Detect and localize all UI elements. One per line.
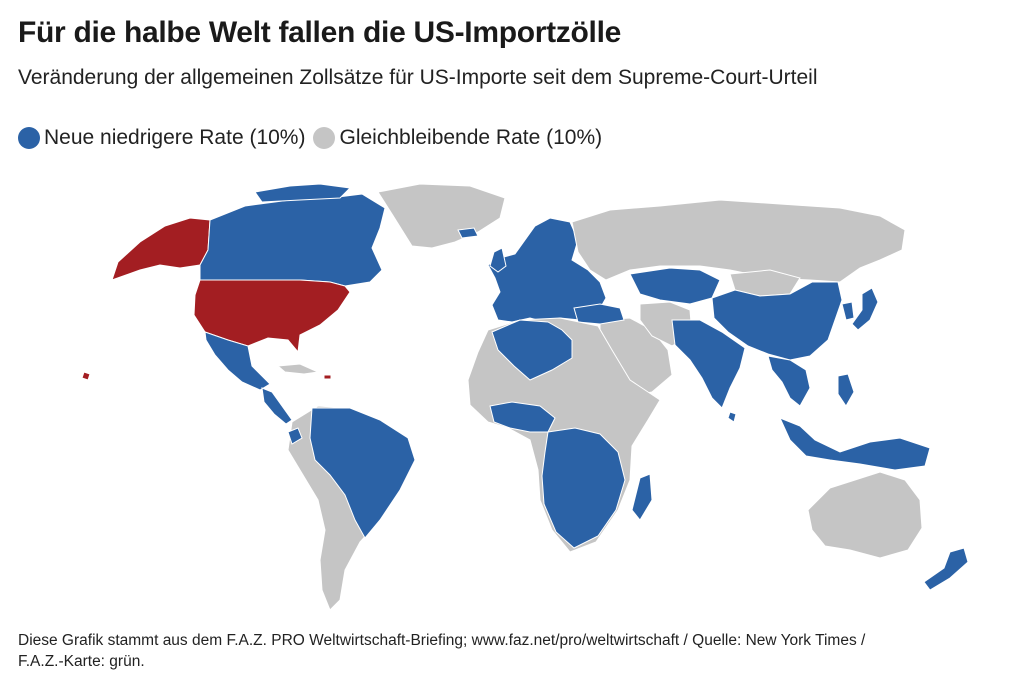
legend-item-lower-rate: Neue niedrigere Rate (10%) xyxy=(18,126,305,150)
region-ecuador xyxy=(287,427,303,445)
region-brazil xyxy=(309,407,416,539)
region-new-zealand xyxy=(923,547,969,591)
region-australia xyxy=(807,471,923,559)
region-greenland xyxy=(377,183,506,249)
legend-label-unchanged-rate: Gleichbleibende Rate (10%) xyxy=(339,126,603,149)
footer-line-1: Diese Grafik stammt aus dem F.A.Z. PRO W… xyxy=(18,632,866,649)
chart-title: Für die halbe Welt fallen die US-Importz… xyxy=(18,16,621,49)
region-north-africa xyxy=(491,319,573,381)
region-caribbean xyxy=(276,363,320,375)
region-indonesia xyxy=(779,417,931,471)
region-southern-africa xyxy=(541,427,626,549)
region-central-asia xyxy=(629,267,721,305)
region-madagascar xyxy=(631,473,653,521)
region-southeast-asia xyxy=(767,355,811,407)
region-canada-arctic xyxy=(254,183,352,203)
region-korea xyxy=(841,301,855,321)
region-china xyxy=(711,281,843,361)
region-alaska xyxy=(111,217,211,281)
chart-subtitle: Veränderung der allgemeinen Zollsätze fü… xyxy=(18,66,818,89)
region-mexico xyxy=(204,331,271,391)
region-philippines xyxy=(837,373,855,407)
region-sri-lanka xyxy=(727,411,737,423)
region-uk xyxy=(489,247,507,273)
region-turkey xyxy=(573,303,625,325)
region-iceland xyxy=(457,227,479,239)
region-usa xyxy=(193,279,351,354)
region-canada xyxy=(199,193,386,287)
legend: Neue niedrigere Rate (10%) Gleichbleiben… xyxy=(18,126,610,150)
region-japan xyxy=(851,287,879,331)
region-russia xyxy=(571,199,906,283)
world-map xyxy=(81,183,969,611)
footer-line-2: F.A.Z.-Karte: grün. xyxy=(18,653,145,670)
footer-credits: Diese Grafik stammt aus dem F.A.Z. PRO W… xyxy=(18,630,1008,672)
region-puerto-rico xyxy=(323,374,332,380)
region-central-america xyxy=(261,387,293,425)
legend-swatch-lower-rate xyxy=(18,127,40,149)
legend-swatch-unchanged-rate xyxy=(313,127,336,149)
region-south-asia xyxy=(671,319,746,409)
legend-label-lower-rate: Neue niedrigere Rate (10%) xyxy=(44,126,306,149)
region-hawaii xyxy=(81,371,91,381)
legend-item-unchanged-rate: Gleichbleibende Rate (10%) xyxy=(313,126,602,150)
